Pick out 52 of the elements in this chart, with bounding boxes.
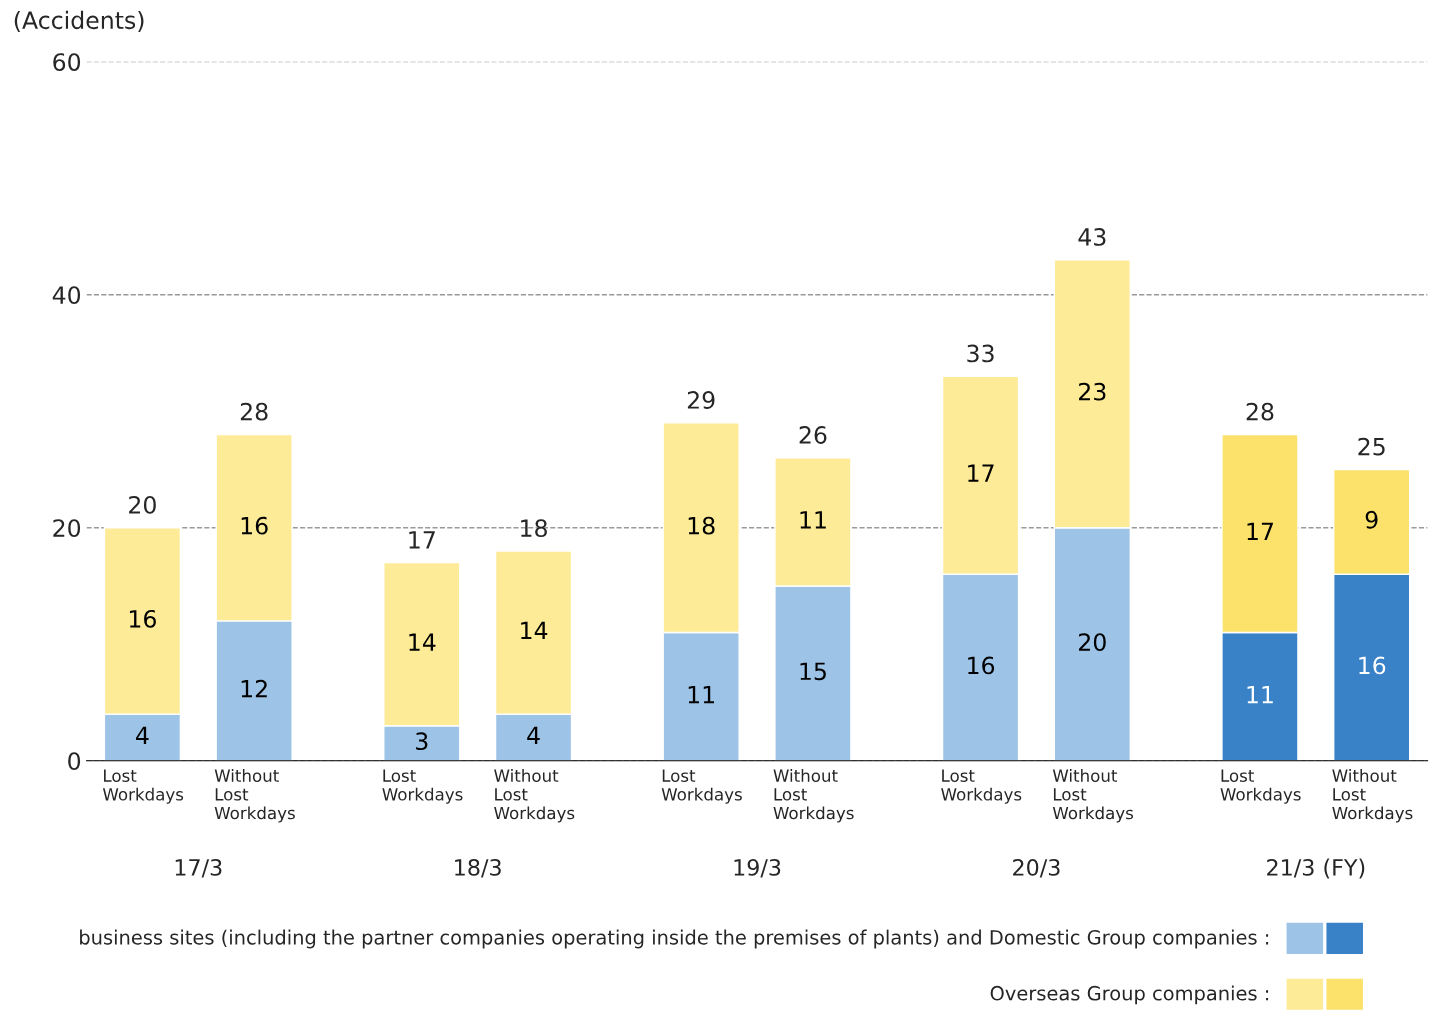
legend-label: Overseas Group companies : (990, 985, 1269, 1005)
y-tick-label: 0 (68, 752, 81, 771)
data-label: 3 (416, 732, 428, 751)
legend-label: business sites (including the partner companies operating inside the premises of plants) and Domestic Group companies : (80, 929, 1269, 949)
x-tick-label: Without Lost Workdays (1332, 769, 1413, 823)
data-label: 12 (241, 679, 267, 698)
data-label: 11 (800, 511, 826, 529)
x-tick-label: Lost Workdays (661, 769, 742, 804)
text: 18/3 (455, 858, 501, 878)
text: 19/3 (734, 858, 781, 878)
data-label: 17 (1247, 522, 1273, 541)
data-label: 11 (688, 685, 715, 704)
data-label: 17 (968, 464, 994, 482)
data-label: 16 (241, 516, 268, 535)
text: 21/3 (FY) (1267, 858, 1365, 879)
y-tick-label: 20 (53, 519, 81, 538)
total-label: 25 (1358, 437, 1385, 456)
x-tick-label: Lost Workdays (1220, 769, 1301, 804)
x-tick-label: Without Lost Workdays (773, 769, 854, 823)
x-tick-label: Without Lost Workdays (214, 769, 295, 823)
y-axis-title: (Accidents) (14, 10, 144, 32)
total-label: 28 (1246, 402, 1274, 421)
total-label: 18 (521, 519, 547, 538)
x-tick-label: Without Lost Workdays (1052, 769, 1134, 823)
data-label: 20 (1079, 633, 1106, 652)
y-tick-label: 40 (52, 286, 81, 304)
data-label: 14 (409, 633, 436, 651)
x-tick-label: Lost Workdays (941, 769, 1022, 804)
data-label: 23 (1079, 382, 1106, 401)
data-label: 16 (968, 656, 995, 675)
data-label: 16 (129, 609, 156, 628)
total-label: 28 (240, 402, 268, 421)
total-label: 26 (799, 426, 827, 444)
data-label: 11 (1247, 685, 1273, 704)
x-tick-label: Without Lost Workdays (494, 769, 575, 823)
data-label: 4 (527, 726, 540, 744)
data-label: 4 (136, 726, 149, 744)
total-label: 29 (687, 391, 715, 409)
data-label: 16 (1359, 656, 1386, 675)
data-label: 15 (800, 662, 826, 681)
total-label: 20 (129, 495, 156, 514)
y-tick-label: 60 (53, 53, 81, 71)
total-label: 17 (409, 531, 435, 549)
text: 17/3 (175, 858, 222, 878)
data-label: 14 (521, 621, 548, 640)
x-tick-label: Lost Workdays (102, 769, 184, 804)
data-label: 9 (1365, 510, 1378, 529)
x-tick-label: Lost Workdays (382, 769, 463, 804)
total-label: 43 (1078, 227, 1106, 246)
text: 20/3 (1013, 858, 1060, 878)
data-label: 18 (688, 516, 715, 535)
total-label: 33 (967, 344, 994, 363)
